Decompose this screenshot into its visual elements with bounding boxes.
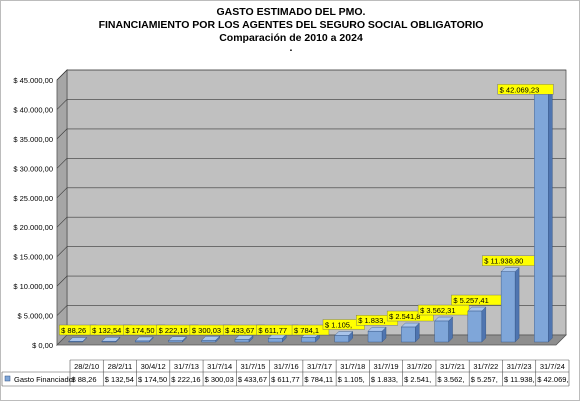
bar-side: [481, 306, 487, 343]
gridline-side: [56, 69, 68, 81]
y-tick-label: $ 40.000,00: [13, 105, 53, 114]
x-tick-label: 31/7/22: [473, 362, 498, 371]
bar-side: [548, 89, 553, 343]
bar: [201, 340, 216, 343]
data-label: $ 784,1: [294, 326, 319, 335]
gridline-side: [56, 187, 68, 198]
table-value: $ 5.257,: [471, 375, 498, 384]
bar: [268, 338, 283, 343]
table-value: $ 433,67: [238, 375, 267, 384]
y-tick-label: $ 15.000,00: [13, 253, 53, 262]
y-tick-label: $ 5.000,00: [18, 312, 53, 321]
gridline-side: [56, 128, 68, 140]
table-value: $ 1.105,: [338, 375, 365, 384]
data-label-box: [386, 310, 434, 322]
table-value: $ 3.562,: [437, 375, 464, 384]
y-tick-label: $ 45.000,00: [13, 76, 53, 85]
table-value: $ 784,11: [304, 375, 333, 384]
bar: [234, 339, 250, 343]
chart-title: GASTO ESTIMADO DEL PMO.: [216, 6, 366, 18]
data-label: $ 433,67: [225, 326, 254, 335]
gridline-side: [56, 305, 68, 316]
data-label: $ 2.541,8: [389, 312, 420, 321]
chart-subtitle-years: Comparación de 2010 a 2024: [219, 32, 363, 44]
x-tick-label: 31/7/16: [274, 362, 299, 371]
x-tick-label: 31/7/13: [174, 362, 199, 371]
plot-side-wall: [56, 69, 68, 346]
table-value: $ 42.069,: [537, 375, 568, 384]
gridline-side: [56, 217, 68, 228]
x-tick-label: 31/7/19: [374, 362, 399, 371]
gridline-side: [56, 275, 68, 287]
gridline-side: [56, 246, 68, 257]
bar: [401, 326, 416, 343]
data-label-box: [497, 84, 554, 95]
y-tick-label: $ 25.000,00: [13, 194, 53, 203]
chart-subtitle-dot: .: [289, 42, 293, 54]
table-value: $ 1.833,: [371, 375, 398, 384]
x-tick-label: 31/7/17: [307, 362, 332, 371]
data-label: $ 3.562,31: [420, 306, 455, 315]
bar: [534, 94, 549, 343]
bar: [68, 341, 83, 343]
x-tick-label: 31/7/20: [407, 362, 432, 371]
data-label: $ 174,50: [125, 326, 154, 335]
data-label: $ 611,77: [258, 326, 287, 335]
table-value: $ 611,77: [271, 375, 300, 384]
data-label: $ 1.105,: [325, 320, 352, 329]
data-label: $ 11.938,80: [484, 257, 523, 266]
x-tick-label: 30/4/12: [141, 362, 166, 371]
x-tick-label: 28/2/10: [74, 362, 99, 371]
data-label-box: [291, 324, 330, 336]
bar: [301, 337, 316, 343]
bar: [334, 335, 349, 343]
table-value: $ 88,26: [72, 375, 97, 384]
chart-subtitle: FINANCIAMIENTO POR LOS AGENTES DEL SEGUR…: [98, 19, 484, 31]
y-tick-label: $ 30.000,00: [13, 164, 53, 173]
legend-label: Gasto Financiador: [14, 375, 76, 384]
data-label: $ 88,26: [61, 326, 86, 335]
data-label: $ 42.069,23: [500, 85, 540, 94]
x-tick-label: 31/7/14: [207, 362, 232, 371]
data-label: $ 300,03: [192, 326, 221, 335]
data-label: $ 1.833,: [358, 316, 385, 325]
x-tick-label: 31/7/15: [240, 362, 265, 371]
bar: [367, 331, 383, 343]
gridline-side: [56, 158, 68, 169]
bar-side: [514, 267, 520, 343]
bar-side: [448, 316, 453, 343]
x-tick-label: 31/7/23: [507, 362, 532, 371]
bar: [467, 310, 483, 343]
bar: [434, 320, 449, 343]
table-value: $ 11.938,: [504, 375, 535, 384]
table-value: $ 222,16: [171, 375, 200, 384]
x-tick-label: 31/7/24: [540, 362, 565, 371]
x-tick-label: 31/7/21: [440, 362, 465, 371]
table-value: $ 2.541,: [404, 375, 431, 384]
table-value: $ 132,54: [105, 375, 134, 384]
bar: [134, 340, 150, 343]
data-label: $ 5.257,41: [453, 296, 488, 305]
gridline-side: [56, 99, 68, 110]
bar: [168, 340, 183, 343]
table-value: $ 300,03: [205, 375, 234, 384]
data-label: $ 132,54: [92, 326, 121, 335]
bar: [500, 271, 516, 343]
data-label: $ 222,16: [159, 326, 188, 335]
y-tick-label: $ 0,00: [32, 341, 53, 350]
x-tick-label: 28/2/11: [108, 362, 132, 371]
y-tick-label: $ 35.000,00: [13, 135, 53, 144]
legend-swatch: [4, 375, 11, 382]
table-value: $ 174,50: [138, 375, 167, 384]
y-tick-label: $ 10.000,00: [13, 282, 53, 291]
bar: [101, 341, 117, 343]
y-tick-label: $ 20.000,00: [13, 223, 53, 232]
x-tick-label: 31/7/18: [340, 362, 365, 371]
